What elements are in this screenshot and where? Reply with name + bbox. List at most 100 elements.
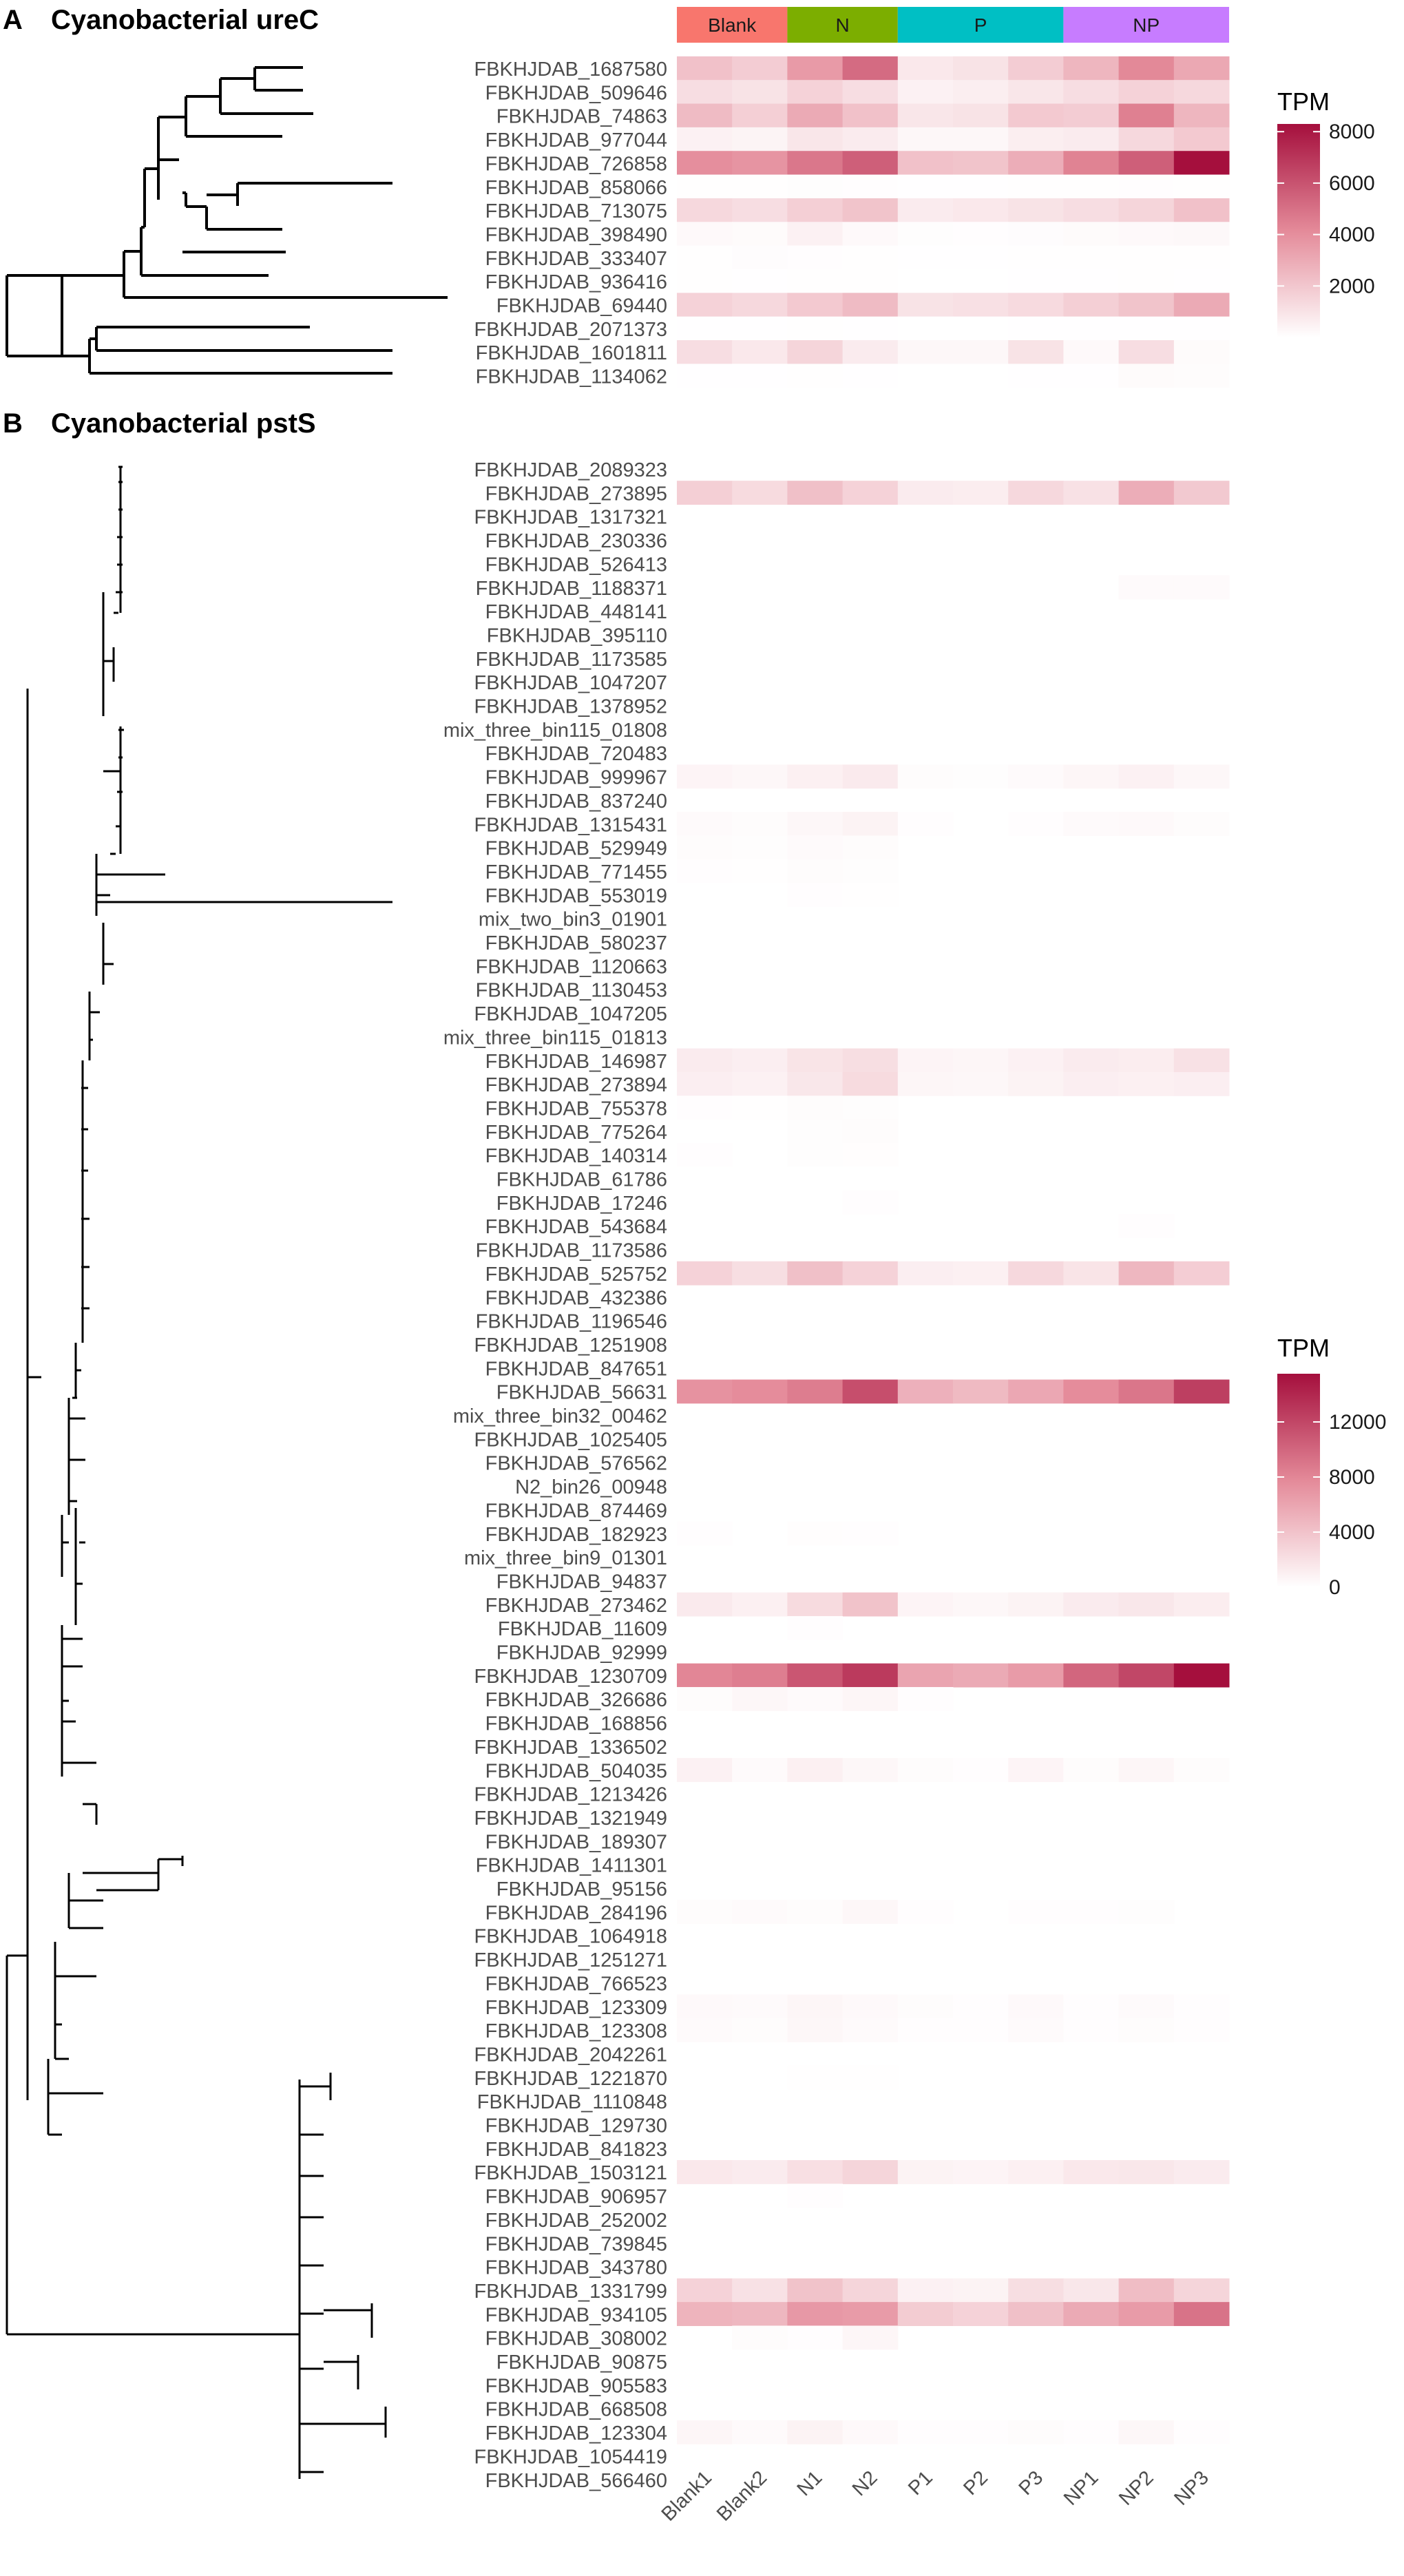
heatmap-cell bbox=[1008, 2160, 1064, 2184]
heatmap-cell bbox=[732, 1379, 788, 1404]
heatmap-cell bbox=[787, 1900, 844, 1925]
heatmap-cell bbox=[897, 1048, 954, 1073]
row-label: FBKHJDAB_509646 bbox=[485, 82, 667, 104]
heatmap-cell bbox=[787, 2160, 844, 2184]
heatmap-cell bbox=[732, 245, 788, 270]
heatmap-cell bbox=[842, 364, 899, 388]
heatmap-cell bbox=[1063, 103, 1120, 128]
heatmap-cell bbox=[732, 1994, 788, 2019]
row-label: FBKHJDAB_1336502 bbox=[474, 1737, 668, 1759]
heatmap-cell bbox=[1008, 151, 1064, 176]
heatmap-cell bbox=[1008, 764, 1064, 789]
heatmap-cell bbox=[1063, 174, 1120, 199]
row-label: FBKHJDAB_775264 bbox=[485, 1122, 667, 1144]
row-label: FBKHJDAB_1110848 bbox=[477, 2091, 667, 2113]
heatmap-cell bbox=[953, 2278, 1009, 2303]
heatmap-cell bbox=[953, 1071, 1009, 1096]
heatmap-cell bbox=[1118, 1663, 1175, 1688]
heatmap-cell bbox=[787, 835, 844, 860]
row-label: FBKHJDAB_94837 bbox=[496, 1571, 667, 1593]
heatmap-cell bbox=[732, 1687, 788, 1711]
heatmap-cell bbox=[1173, 1994, 1230, 2019]
heatmap-cell bbox=[1173, 151, 1230, 176]
heatmap-cell bbox=[1118, 80, 1175, 105]
heatmap-cell bbox=[677, 1521, 733, 1546]
row-label: FBKHJDAB_905583 bbox=[485, 2375, 667, 2397]
heatmap-cell bbox=[1118, 56, 1175, 81]
heatmap-cell bbox=[1173, 245, 1230, 270]
heatmap-cell bbox=[1118, 293, 1175, 317]
heatmap-cell bbox=[1118, 1261, 1175, 1286]
legend-tick-label: 8000 bbox=[1329, 1466, 1375, 1489]
heatmap-cell bbox=[787, 1758, 844, 1782]
heatmap-cell bbox=[1118, 1900, 1175, 1925]
row-label: FBKHJDAB_525752 bbox=[485, 1264, 667, 1286]
legend-a-colorbar bbox=[1277, 124, 1320, 337]
heatmap-cell bbox=[677, 2420, 733, 2444]
heatmap-cell bbox=[1063, 1592, 1120, 1617]
row-label: FBKHJDAB_17246 bbox=[496, 1193, 667, 1215]
heatmap-cell bbox=[787, 764, 844, 789]
heatmap-cell bbox=[677, 316, 733, 341]
heatmap-cell bbox=[897, 1663, 954, 1688]
dendrogram-ureC bbox=[6, 66, 448, 375]
heatmap-cell bbox=[1008, 1994, 1064, 2019]
group-label: P bbox=[974, 14, 987, 36]
heatmap-cell bbox=[953, 316, 1009, 341]
row-label: FBKHJDAB_90875 bbox=[496, 2352, 667, 2374]
heatmap-cell bbox=[1118, 812, 1175, 836]
heatmap-cell bbox=[953, 127, 1009, 151]
heatmap-cell bbox=[953, 245, 1009, 270]
heatmap-cell bbox=[842, 222, 899, 247]
heatmap-cell bbox=[1008, 340, 1064, 364]
heatmap-cell bbox=[1118, 2278, 1175, 2303]
heatmap-cell bbox=[842, 1261, 899, 1286]
heatmap-cell bbox=[842, 1592, 899, 1617]
heatmap-cell bbox=[1173, 56, 1230, 81]
row-label: FBKHJDAB_1503121 bbox=[474, 2162, 668, 2184]
heatmap-cell bbox=[842, 198, 899, 222]
heatmap-cell bbox=[953, 103, 1009, 128]
heatmap-cell bbox=[787, 2018, 844, 2042]
heatmap-cell bbox=[787, 2302, 844, 2326]
heatmap-cell bbox=[787, 198, 844, 222]
legend-tpm-ureC: TPM 2000 4000 6000 8000 bbox=[1277, 87, 1375, 337]
heatmap-cell bbox=[842, 2160, 899, 2184]
heatmap-cell bbox=[787, 2278, 844, 2303]
heatmap-cell bbox=[897, 764, 954, 789]
heatmap-cell bbox=[897, 269, 954, 293]
heatmap-cell bbox=[732, 151, 788, 176]
row-label: FBKHJDAB_1411301 bbox=[476, 1855, 667, 1877]
heatmap-cell bbox=[1063, 1994, 1120, 2019]
row-label: FBKHJDAB_526413 bbox=[485, 554, 667, 576]
heatmap-cell bbox=[677, 481, 733, 505]
heatmap-cell bbox=[1118, 245, 1175, 270]
row-label: FBKHJDAB_1196546 bbox=[476, 1311, 667, 1333]
heatmap-cell bbox=[953, 222, 1009, 247]
heatmap-cell bbox=[953, 2302, 1009, 2326]
heatmap-cell bbox=[1008, 1379, 1064, 1404]
heatmap-cell bbox=[1063, 316, 1120, 341]
heatmap-cell bbox=[897, 174, 954, 199]
heatmap-cell bbox=[842, 764, 899, 789]
heatmap-cell bbox=[787, 1142, 844, 1167]
heatmap-cell bbox=[787, 481, 844, 505]
row-label: FBKHJDAB_934105 bbox=[485, 2304, 667, 2326]
row-label: FBKHJDAB_1317321 bbox=[474, 507, 668, 529]
heatmap-cell bbox=[1173, 481, 1230, 505]
heatmap-cell bbox=[953, 1261, 1009, 1286]
heatmap-cell bbox=[842, 812, 899, 836]
heatmap-cell bbox=[953, 293, 1009, 317]
panel-a-title: Cyanobacterial ureC bbox=[51, 5, 319, 35]
heatmap-cell bbox=[842, 2420, 899, 2444]
heatmap-cell bbox=[953, 1994, 1009, 2019]
row-label: FBKHJDAB_189307 bbox=[485, 1831, 667, 1853]
row-label: FBKHJDAB_739845 bbox=[485, 2233, 667, 2255]
heatmap-cell bbox=[1173, 127, 1230, 151]
heatmap-cell bbox=[842, 835, 899, 860]
heatmap-cell bbox=[842, 245, 899, 270]
heatmap-cell bbox=[1173, 2018, 1230, 2042]
heatmap-cell bbox=[842, 2325, 899, 2350]
heatmap-cell bbox=[842, 883, 899, 907]
heatmap-cell bbox=[1008, 127, 1064, 151]
